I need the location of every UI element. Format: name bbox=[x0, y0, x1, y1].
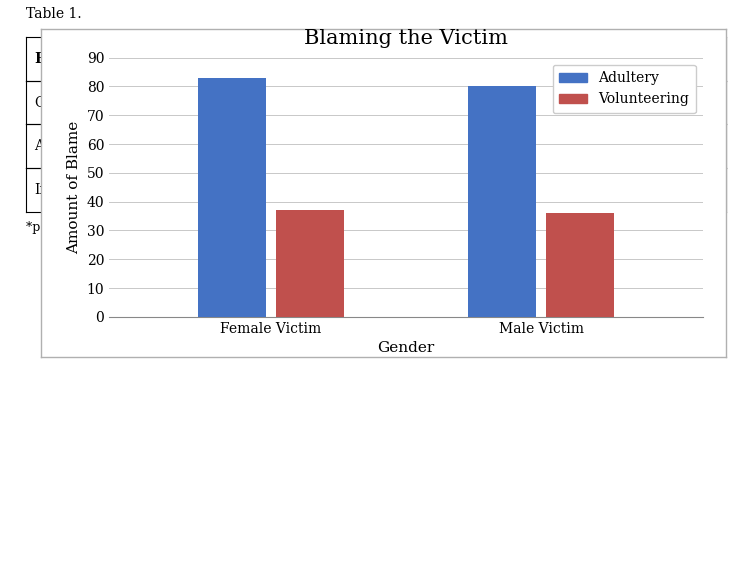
Text: n.s.: n.s. bbox=[338, 183, 363, 197]
Text: *: * bbox=[338, 139, 345, 153]
Bar bbox=[468, 86, 535, 317]
Text: Gender: Gender bbox=[34, 96, 86, 109]
Text: *p < .05: *p < .05 bbox=[26, 221, 79, 234]
Text: Interaction: Interaction bbox=[34, 183, 112, 197]
Legend: Adultery, Volunteering: Adultery, Volunteering bbox=[553, 65, 696, 113]
Y-axis label: Amount of Blame: Amount of Blame bbox=[67, 120, 81, 254]
Bar bbox=[277, 210, 344, 317]
Bar bbox=[547, 213, 614, 317]
X-axis label: Gender: Gender bbox=[378, 341, 435, 355]
Text: Table 1.: Table 1. bbox=[26, 7, 82, 21]
Text: n.s.: n.s. bbox=[338, 96, 363, 109]
Text: Activity: Activity bbox=[34, 139, 87, 153]
Text: p: p bbox=[338, 52, 347, 66]
Title: Blaming the Victim: Blaming the Victim bbox=[304, 29, 508, 48]
Bar bbox=[198, 78, 265, 317]
Text: Effect: Effect bbox=[34, 52, 80, 66]
